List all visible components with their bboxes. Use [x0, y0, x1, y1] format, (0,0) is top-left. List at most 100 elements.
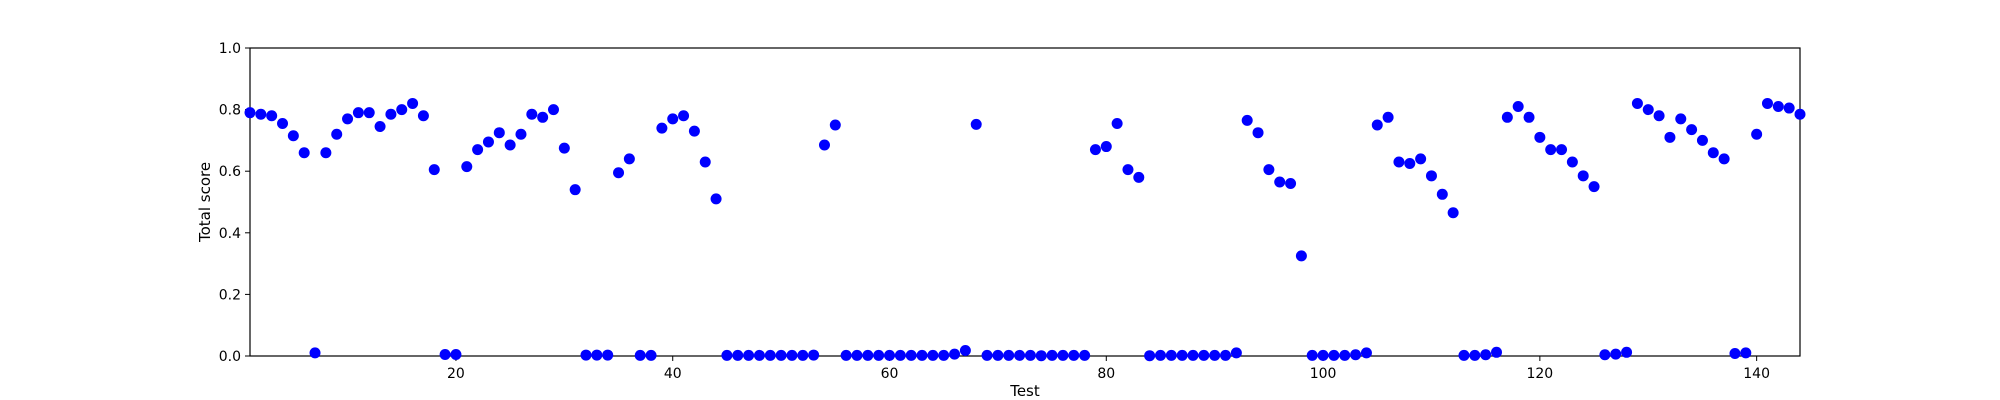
data-point	[840, 349, 852, 361]
data-point	[266, 110, 278, 122]
data-point	[808, 349, 820, 361]
data-point	[992, 349, 1004, 361]
data-point	[743, 349, 755, 361]
data-point	[504, 139, 516, 151]
data-point	[764, 349, 776, 361]
data-point	[1761, 97, 1773, 109]
data-point	[1274, 176, 1286, 188]
data-point	[634, 349, 646, 361]
data-point	[558, 142, 570, 154]
data-point	[363, 107, 375, 119]
data-point	[1111, 117, 1123, 129]
data-point	[1328, 349, 1340, 361]
data-point	[775, 349, 787, 361]
data-point	[1512, 101, 1524, 113]
data-point	[461, 161, 473, 173]
data-point	[331, 128, 343, 140]
data-point	[873, 349, 885, 361]
x-tick-label: 140	[1743, 366, 1770, 382]
data-point	[342, 113, 354, 125]
data-point	[797, 349, 809, 361]
y-tick-label: 0.4	[219, 226, 241, 242]
data-point	[688, 125, 700, 137]
data-point	[1501, 111, 1513, 123]
data-point	[450, 348, 462, 360]
data-point	[1686, 124, 1698, 136]
data-point	[645, 349, 657, 361]
data-point	[656, 122, 668, 134]
data-point	[298, 147, 310, 159]
data-point	[569, 184, 581, 196]
y-axis: 0.0 0.2 0.4 0.6 0.8 1.0	[219, 41, 250, 365]
y-tick-label: 0.8	[219, 103, 241, 119]
x-axis: 20 40 60 80 100 120 140	[447, 356, 1770, 382]
data-point	[1024, 349, 1036, 361]
data-point	[1783, 102, 1795, 114]
data-point	[407, 97, 419, 109]
x-tick-label: 100	[1310, 366, 1337, 382]
data-point	[1252, 127, 1264, 139]
data-point	[1198, 349, 1210, 361]
data-point	[352, 107, 364, 119]
x-tick-label: 20	[447, 366, 465, 382]
data-point	[1220, 349, 1232, 361]
data-point	[1556, 144, 1568, 156]
data-point	[1144, 350, 1156, 362]
y-tick-label: 0.0	[219, 349, 241, 365]
data-point	[721, 349, 733, 361]
data-point	[1046, 349, 1058, 361]
data-point	[396, 104, 408, 116]
data-point	[287, 130, 299, 142]
data-point	[905, 349, 917, 361]
data-point	[1675, 113, 1687, 125]
data-point	[374, 121, 386, 133]
data-point	[482, 136, 494, 148]
data-point	[1491, 346, 1503, 358]
data-point	[1393, 156, 1405, 168]
data-point	[428, 164, 440, 176]
data-point	[1035, 350, 1047, 362]
data-point	[862, 349, 874, 361]
data-point	[699, 156, 711, 168]
data-points	[244, 97, 1806, 362]
x-axis-label: Test	[1009, 382, 1040, 400]
data-point	[1794, 108, 1806, 120]
data-point	[613, 167, 625, 179]
data-point	[1415, 153, 1427, 165]
data-point	[1458, 349, 1470, 361]
data-point	[623, 153, 635, 165]
data-point	[439, 348, 451, 360]
data-point	[786, 349, 798, 361]
data-point	[1295, 250, 1307, 262]
x-tick-label: 120	[1526, 366, 1553, 382]
data-point	[1707, 147, 1719, 159]
data-point	[1079, 349, 1091, 361]
data-point	[472, 144, 484, 156]
data-point	[981, 349, 993, 361]
data-point	[1068, 349, 1080, 361]
data-point	[1187, 349, 1199, 361]
data-point	[1133, 171, 1145, 183]
y-axis-label: Total score	[196, 162, 214, 243]
data-point	[1696, 134, 1708, 146]
data-point	[938, 349, 950, 361]
data-point	[1404, 158, 1416, 169]
data-point	[526, 108, 538, 120]
data-point	[894, 349, 906, 361]
y-tick-label: 0.2	[219, 287, 241, 303]
data-point	[916, 349, 928, 361]
data-point	[1176, 349, 1188, 361]
data-point	[1230, 347, 1242, 359]
data-point	[1089, 144, 1101, 156]
data-point	[1382, 111, 1394, 123]
data-point	[753, 349, 765, 361]
data-point	[1534, 131, 1546, 143]
data-point	[732, 349, 744, 361]
data-point	[1621, 346, 1633, 358]
y-tick-label: 0.6	[219, 164, 241, 180]
x-tick-label: 60	[881, 366, 899, 382]
data-point	[1718, 153, 1730, 165]
data-point	[1263, 164, 1275, 176]
data-point	[1425, 170, 1437, 182]
x-tick-label: 40	[664, 366, 682, 382]
